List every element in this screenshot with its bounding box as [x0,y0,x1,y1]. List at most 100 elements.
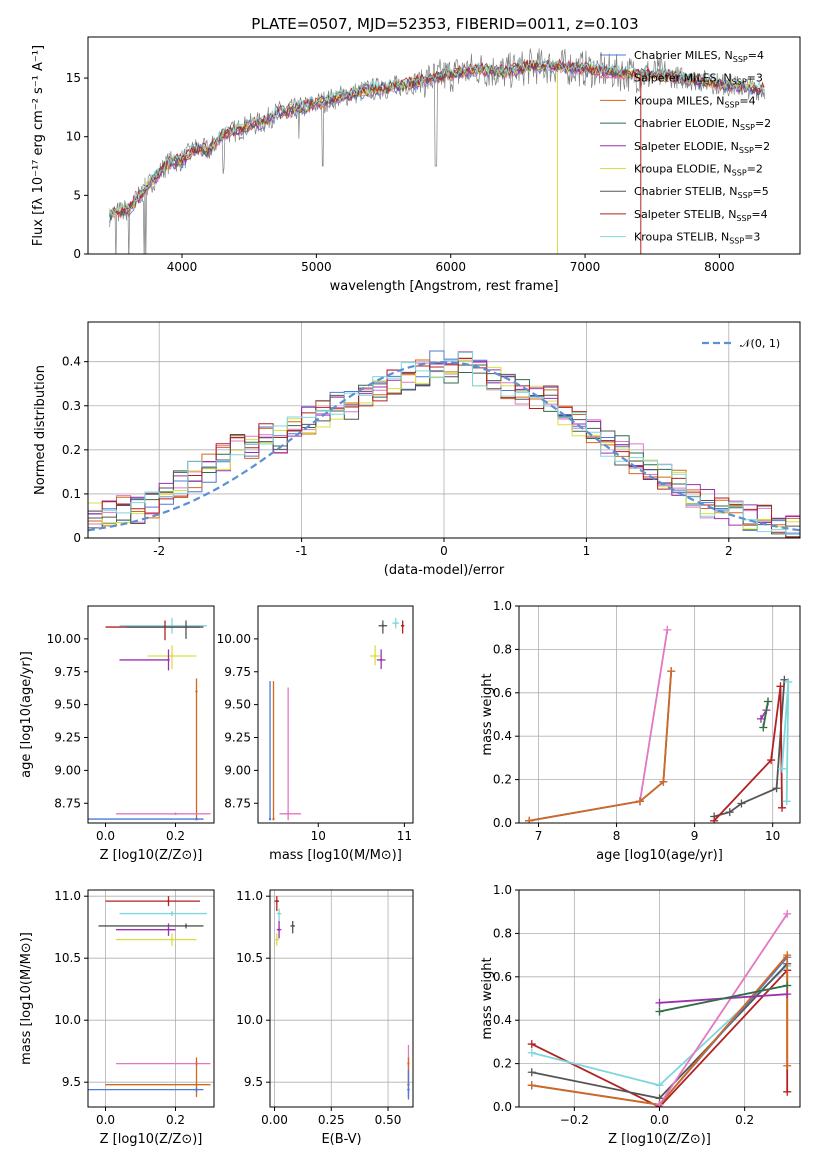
x-axis-label: Z [log10(Z/Z⊙)] [608,1132,711,1147]
legend-label: 𝒩(0, 1) [740,337,780,350]
plot-area [88,617,211,821]
data-point [195,1083,198,1086]
plus-marker [767,756,776,765]
x-tick-label: 0.50 [375,1113,402,1127]
legend-label-sub: SSP [739,146,754,155]
series-line [531,952,789,1106]
plus-marker [655,998,664,1007]
y-tick-label: 8.75 [224,796,251,810]
legend-label: Kroupa STELIB, NSSP=3 [634,231,760,246]
x-tick-label: 1 [583,544,591,558]
panel-mass_vs_Z: 0.0 0.2 9.5 10.0 10.5 11.0 Z [log10(Z/Z⊙)] mass… [19,889,215,1147]
y-tick-label: 0.0 [493,1100,512,1114]
model-line [109,57,765,217]
legend-label-tail: =2 [755,117,771,130]
plus-marker [655,1081,664,1090]
series-line [528,671,673,822]
y-tick-label: 0.1 [62,487,81,501]
y-tick-label: 9.5 [62,1075,81,1089]
panel-age_vs_mass: 10 11 8.75 9.00 9.25 9.50 9.75 10.00 mass [log10… [217,605,414,863]
y-tick-label: 9.00 [224,763,251,777]
legend-label-sub: SSP [724,100,739,109]
data-point [394,621,397,625]
x-tick-label: 0.2 [735,1113,754,1127]
legend-label-tail: =4 [748,49,764,62]
panel-mass_weight_vs_Z: −0.2 0.0 0.2 0.0 0.2 0.4 0.6 0.8 1.0 Z [log10(Z/Z… [480,883,801,1147]
y-tick-label: 10.00 [47,632,81,646]
y-tick-label: 1.0 [493,599,512,613]
x-tick-label: 6000 [435,260,466,274]
y-axis-label: Normed distribution [33,365,48,495]
legend-label-sub: SSP [732,78,747,87]
x-tick-label: 0 [440,544,448,558]
y-tick-label: 10.0 [236,1013,263,1027]
data-point [184,625,188,629]
y-tick-label: 0.2 [493,773,512,787]
y-tick-label: 9.50 [54,698,81,712]
data-point [277,928,281,931]
axes-frame [87,36,801,255]
plus-marker [527,1068,536,1077]
model-line [109,58,765,216]
plus-marker [783,981,792,990]
plus-marker [525,816,534,823]
plus-marker [776,682,785,691]
series-line [762,701,769,728]
plot-area [268,617,405,821]
data-point [373,654,377,658]
axes-frame [87,321,801,539]
data-point [167,928,170,931]
y-tick-label: 10 [66,130,81,144]
axes-frame [518,889,801,1108]
data-point [195,690,198,693]
normal-curve [88,360,800,532]
x-tick-label: -1 [296,544,308,558]
x-tick-label: -2 [153,544,165,558]
x-axis-label: Z [log10(Z/Z⊙)] [100,848,203,863]
y-tick-label: 0.3 [62,399,81,413]
plus-marker [783,909,792,918]
data-point [381,624,385,627]
plot-area [525,625,793,823]
y-tick-label: 0.2 [493,1057,512,1071]
panel-residuals: -2 -1 0 1 2 0 0.1 0.2 0.3 0.4 (data-model)/error No… [33,321,801,578]
legend-label-sub: SSP [733,55,748,64]
y-tick-label: 0.2 [62,443,81,457]
y-tick-label: 9.25 [224,731,251,745]
y-tick-label: 10.0 [54,1013,81,1027]
plus-marker [655,1100,664,1107]
y-axis-label: Flux [fλ 10⁻¹⁷ erg cm⁻² s⁻¹ A⁻¹] [31,45,46,246]
y-tick-label: 0.4 [493,1013,512,1027]
axes-frame [87,605,215,824]
x-tick-label: 8 [613,829,621,843]
legend-label: Salpeter ELODIE, NSSP=2 [634,140,770,155]
y-tick-label: 1.0 [493,883,512,897]
y-tick-label: 9.75 [224,665,251,679]
legend-label: Salpeter MILES, NSSP=3 [634,72,763,87]
legend-label-tail: =3 [744,231,760,244]
plus-marker [772,784,781,793]
legend-label-main: Salpeter MILES, N [634,72,732,85]
y-tick-label: 0.0 [493,816,512,830]
data-point [167,899,170,903]
axes-frame [269,889,414,1108]
x-tick-label: −0.2 [560,1113,589,1127]
panel-mass_vs_ebv: 0.00 0.25 0.50 9.5 10.0 10.5 11.0 E(B-V) [236,889,414,1147]
x-tick-label: 11 [397,829,412,843]
data-point [170,624,174,627]
legend-label-tail: =3 [747,72,763,85]
x-tick-label: 9 [691,829,699,843]
y-tick-label: 8.75 [54,796,81,810]
series-line [528,629,669,822]
legend-label-main: Chabrier MILES, N [634,49,733,62]
x-tick-label: 0.00 [261,1113,288,1127]
plot-area [527,909,792,1107]
legend-label-sub: SSP [736,214,751,223]
x-tick-label: 8000 [704,260,735,274]
x-tick-label: 0.0 [96,829,115,843]
y-tick-label: 0.8 [493,926,512,940]
y-tick-label: 10.5 [54,951,81,965]
y-tick-label: 10.5 [236,951,263,965]
